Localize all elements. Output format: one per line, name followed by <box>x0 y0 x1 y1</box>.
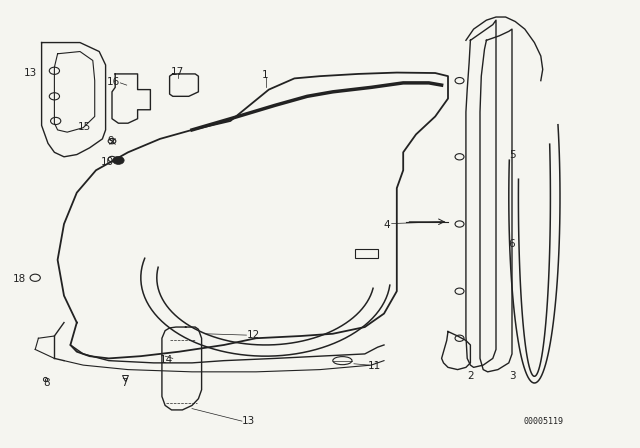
Text: 13: 13 <box>242 416 255 426</box>
Text: 14: 14 <box>159 355 173 365</box>
Text: 00005119: 00005119 <box>524 417 563 426</box>
Text: 3: 3 <box>509 371 515 381</box>
Text: 7: 7 <box>122 378 128 388</box>
Circle shape <box>113 156 124 164</box>
Text: 8: 8 <box>43 378 49 388</box>
Text: 17: 17 <box>172 67 184 77</box>
Text: 5: 5 <box>509 150 515 159</box>
Text: 15: 15 <box>77 122 91 132</box>
Text: 11: 11 <box>368 362 381 371</box>
Text: 18: 18 <box>12 274 26 284</box>
Text: 1: 1 <box>262 70 269 80</box>
Text: 10: 10 <box>100 157 114 167</box>
Text: 13: 13 <box>24 68 37 78</box>
Text: 12: 12 <box>246 330 260 340</box>
Text: 9: 9 <box>108 136 114 146</box>
Text: 6: 6 <box>509 239 515 249</box>
Text: 4: 4 <box>384 220 390 230</box>
Text: 2: 2 <box>467 371 474 381</box>
Text: 16: 16 <box>107 77 120 87</box>
Bar <box>355 249 378 258</box>
